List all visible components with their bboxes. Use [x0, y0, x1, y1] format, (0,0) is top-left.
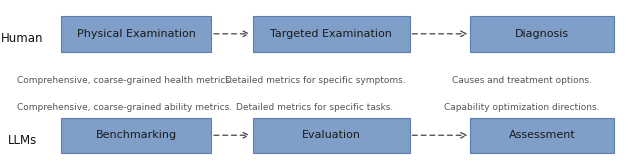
FancyBboxPatch shape [253, 118, 410, 153]
Text: Assessment: Assessment [509, 130, 576, 140]
Text: Targeted Examination: Targeted Examination [270, 29, 392, 39]
Text: Detailed metrics for specific tasks.: Detailed metrics for specific tasks. [236, 103, 394, 112]
Text: Benchmarking: Benchmarking [95, 130, 177, 140]
Text: Detailed metrics for specific symptoms.: Detailed metrics for specific symptoms. [225, 76, 405, 85]
Text: Physical Examination: Physical Examination [77, 29, 195, 39]
FancyBboxPatch shape [470, 118, 614, 153]
Text: Diagnosis: Diagnosis [515, 29, 570, 39]
Text: Causes and treatment options.: Causes and treatment options. [452, 76, 591, 85]
FancyBboxPatch shape [61, 118, 211, 153]
Text: Capability optimization directions.: Capability optimization directions. [444, 103, 599, 112]
FancyBboxPatch shape [61, 16, 211, 52]
Text: LLMs: LLMs [8, 134, 37, 147]
Text: Comprehensive, coarse-grained health metrics.: Comprehensive, coarse-grained health met… [17, 76, 233, 85]
Text: Evaluation: Evaluation [301, 130, 361, 140]
Text: Human: Human [1, 32, 44, 45]
Text: Comprehensive, coarse-grained ability metrics.: Comprehensive, coarse-grained ability me… [17, 103, 232, 112]
FancyBboxPatch shape [253, 16, 410, 52]
FancyBboxPatch shape [470, 16, 614, 52]
